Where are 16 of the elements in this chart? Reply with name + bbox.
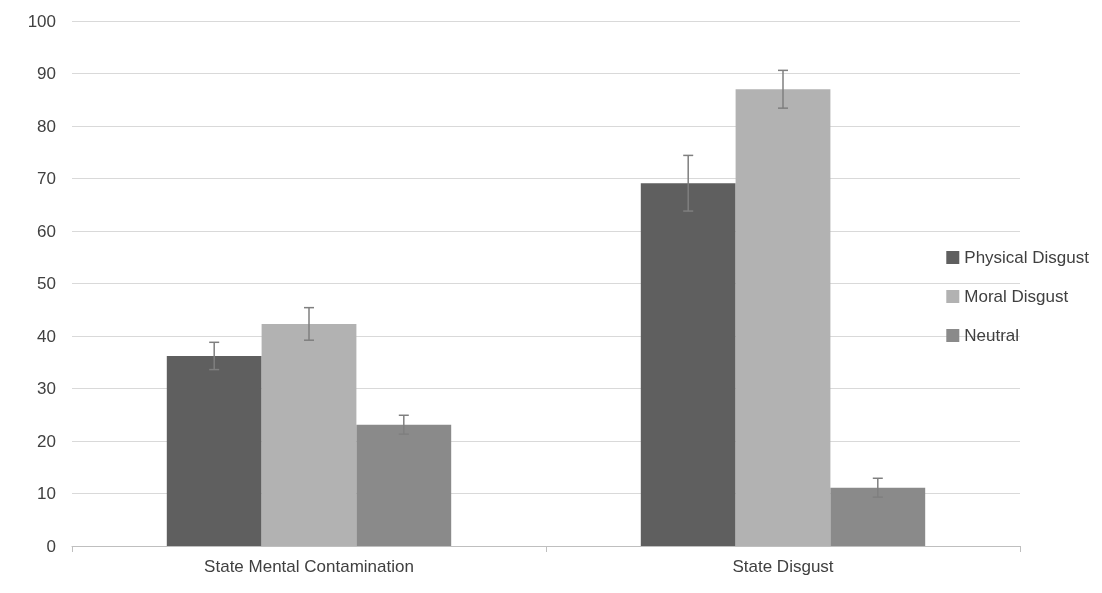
y-tick-label: 30 xyxy=(37,379,56,398)
legend-label: Neutral xyxy=(964,326,1020,345)
y-tick-label: 50 xyxy=(37,274,56,293)
y-tick-label: 0 xyxy=(46,536,56,556)
y-tick-label: 60 xyxy=(37,221,56,241)
y-tick-label: 100 xyxy=(27,11,56,31)
y-tick-label: 90 xyxy=(37,64,56,83)
x-tick-label: State Disgust xyxy=(732,557,834,576)
y-tick-label: 80 xyxy=(37,116,56,136)
y-tick-label: 70 xyxy=(37,169,56,188)
legend-label: Physical Disgust xyxy=(964,248,1090,267)
y-tick-label: 20 xyxy=(37,431,56,451)
y-tick-label: 10 xyxy=(37,484,56,503)
legend-label: Moral Disgust xyxy=(964,287,1069,306)
y-tick-label: 40 xyxy=(37,326,56,346)
x-tick-label: State Mental Contamination xyxy=(204,557,414,576)
